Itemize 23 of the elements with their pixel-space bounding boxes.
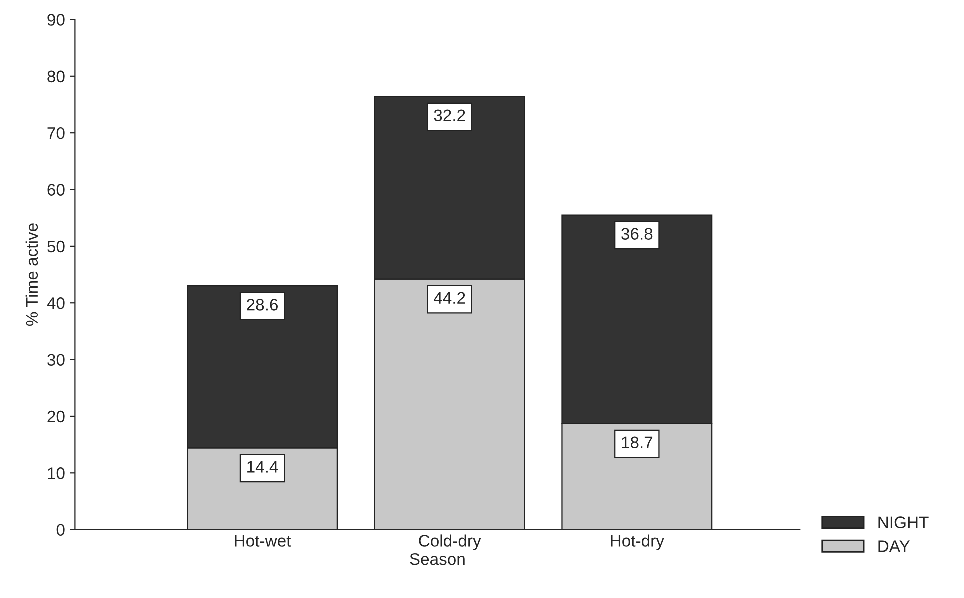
x-tick-label: Hot-dry [611,534,664,550]
x-axis-title: Season [410,553,465,566]
y-tick-label: 30 [48,354,65,366]
data-label: 32.2 [434,110,466,122]
y-tick-label: 60 [48,184,65,196]
x-tick-label: Cold-dry [419,534,482,550]
data-label: 18.7 [622,436,653,449]
y-tick-label: 20 [48,410,65,423]
y-tick-label: 0 [56,524,65,536]
x-tick-label: Hot-wet [235,535,292,547]
y-tick-label: 80 [48,70,65,83]
data-label: 36.8 [622,228,653,240]
y-tick-label: 40 [47,298,65,310]
y-axis-title: % Time active [26,224,38,326]
y-tick-label: 90 [48,14,65,26]
legend-label: DAY [878,540,910,552]
y-tick-label: 70 [48,127,65,140]
data-label: 14.4 [248,461,278,473]
data-label: 28.6 [247,299,278,311]
legend-label: NIGHT [878,516,929,528]
y-tick-label: 50 [48,240,65,253]
data-label: 44.2 [434,292,466,304]
y-tick-label: 10 [48,468,65,480]
